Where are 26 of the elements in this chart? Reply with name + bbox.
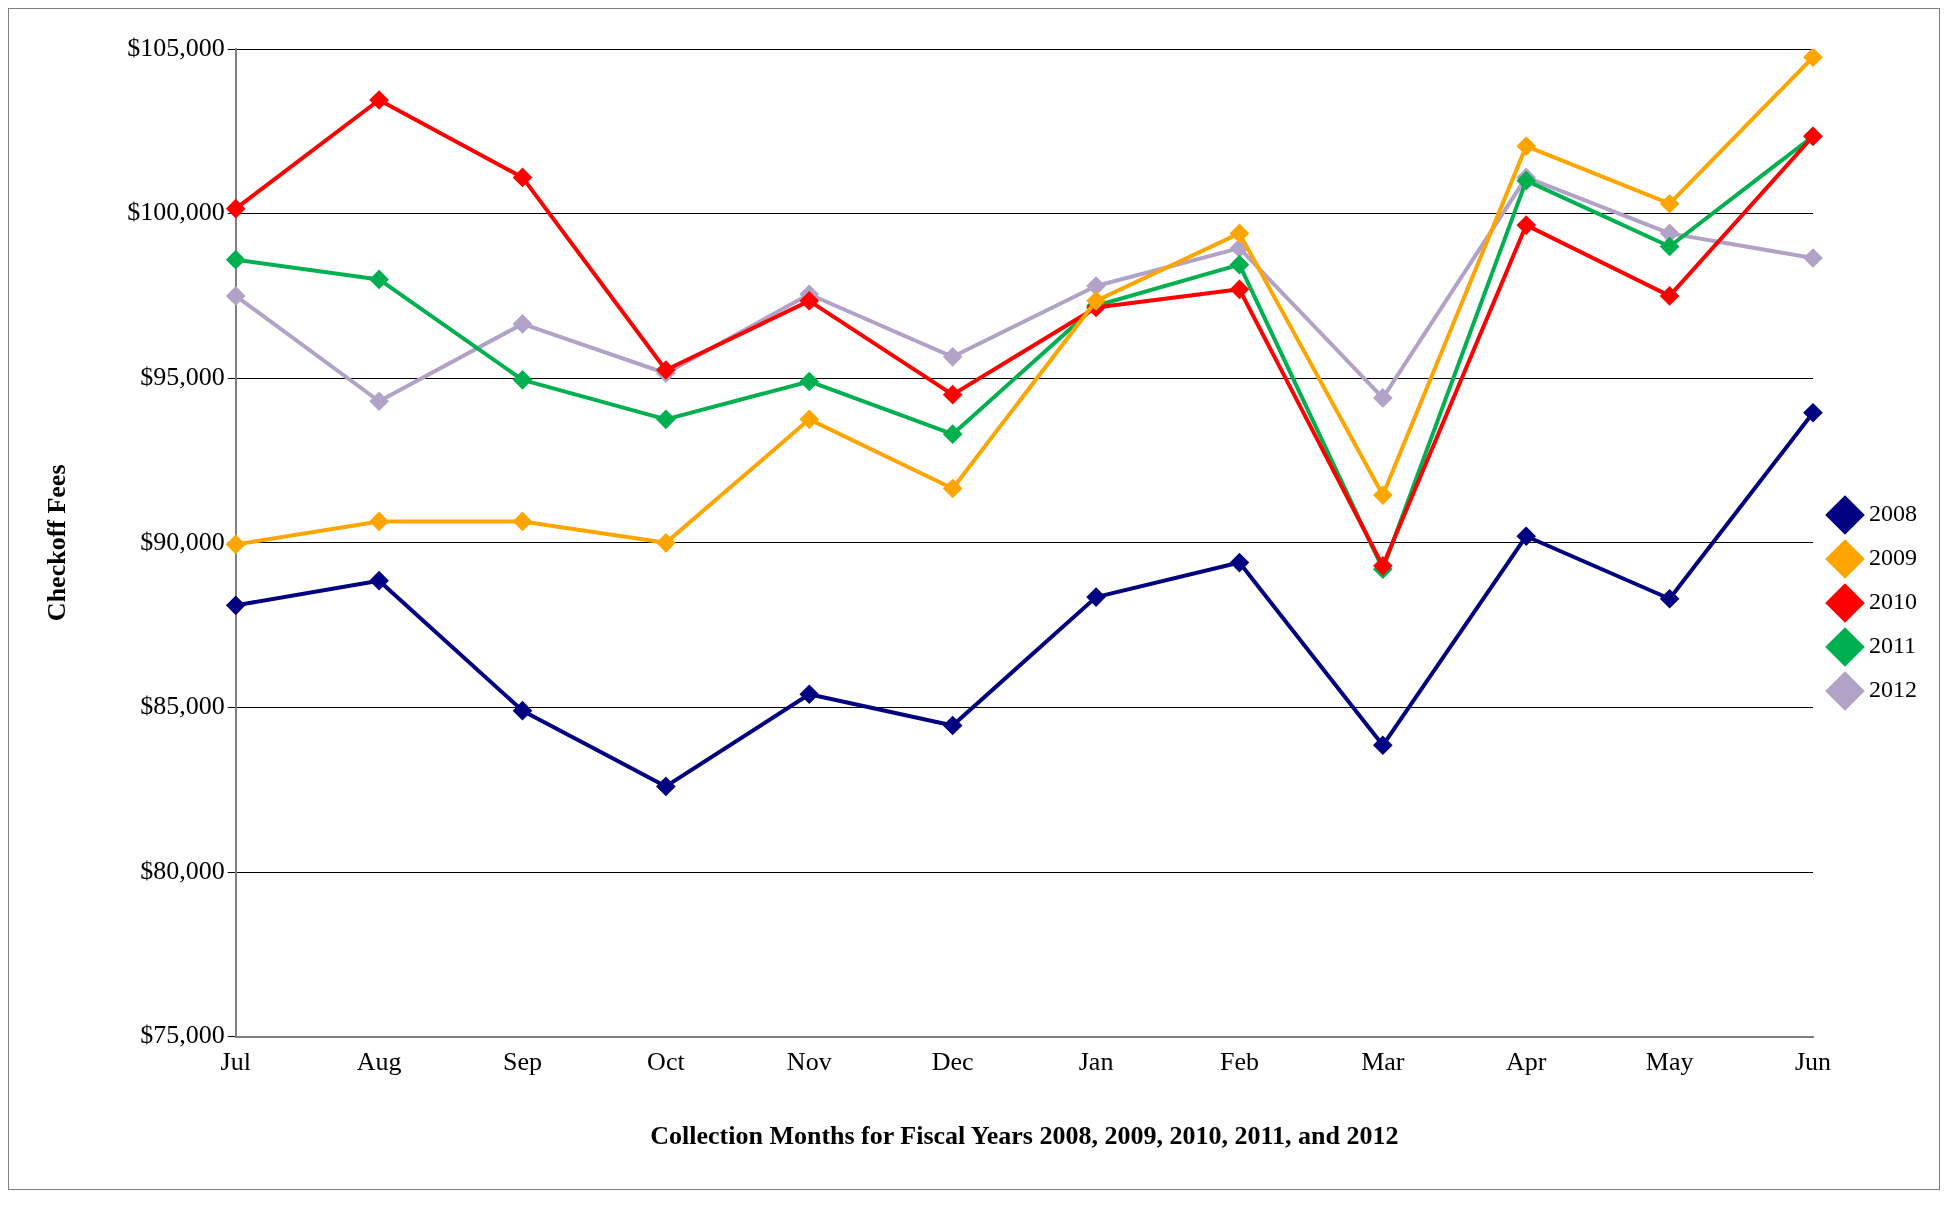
x-tick-label: Jan (1078, 1047, 1114, 1077)
x-tick-label: Aug (356, 1047, 402, 1077)
x-tick-label: Jun (1794, 1047, 1832, 1077)
y-tick-label: $90,000 (140, 526, 225, 556)
x-tick-label: Sep (502, 1047, 542, 1077)
x-tick-label: Nov (786, 1047, 832, 1077)
x-tick-label: Apr (1506, 1047, 1547, 1077)
legend-label: 2010 (1869, 588, 1917, 615)
x-axis-title: Collection Months for Fiscal Years 2008, 2009, 2010, 2011, and 2012 (650, 1121, 1399, 1151)
y-tick-label: $80,000 (140, 855, 225, 885)
x-tick-label: Feb (1219, 1047, 1259, 1077)
legend-label: 2012 (1869, 676, 1917, 703)
x-tick-label: May (1645, 1047, 1694, 1077)
y-tick-label: $85,000 (140, 691, 225, 721)
y-axis-title: Checkoff Fees (42, 464, 72, 622)
x-tick-label: Dec (931, 1047, 974, 1077)
y-tick-label: $75,000 (140, 1020, 225, 1050)
legend-label: 2011 (1869, 632, 1917, 659)
y-tick-label: $100,000 (127, 197, 225, 227)
y-tick-label: $105,000 (127, 32, 225, 62)
y-tick-label: $95,000 (140, 362, 225, 392)
x-tick-label: Mar (1361, 1047, 1405, 1077)
legend-label: 2008 (1869, 500, 1917, 527)
x-tick-label: Oct (647, 1047, 686, 1077)
x-tick-label: Jul (220, 1047, 251, 1077)
legend-label: 2009 (1869, 544, 1917, 571)
